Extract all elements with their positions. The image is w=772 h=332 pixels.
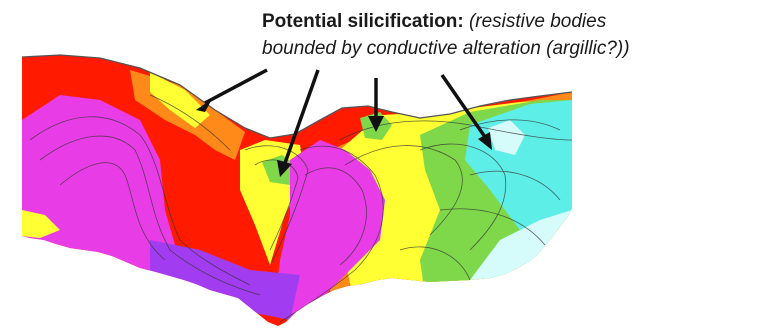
- arrow-1: [196, 68, 268, 112]
- annotation-caption: Potential silicification: (resistive bod…: [262, 8, 767, 62]
- pale-lens: [488, 120, 525, 155]
- arrow-3: [368, 78, 384, 132]
- topographic-surface-line: [21, 54, 573, 139]
- central-magenta-body: [275, 140, 385, 320]
- caption-subtitle-start: (resistive bodies: [468, 11, 607, 32]
- contour-lines: [29, 94, 572, 323]
- arrows: [196, 68, 492, 177]
- caption-line-1: Potential silicification: (resistive bod…: [262, 8, 767, 35]
- upper-yellow-band: [150, 72, 210, 128]
- arrow-2: [277, 69, 320, 177]
- caption-title: Potential silicification:: [262, 11, 464, 32]
- lower-left-yellow-patch: [22, 210, 60, 238]
- violet-core: [150, 240, 300, 320]
- caption-subtitle-end: bounded by conductive alteration (argill…: [262, 38, 630, 59]
- arrow-4: [440, 74, 492, 150]
- left-magenta-body: [22, 95, 240, 300]
- caption-line-2: bounded by conductive alteration (argill…: [262, 35, 767, 62]
